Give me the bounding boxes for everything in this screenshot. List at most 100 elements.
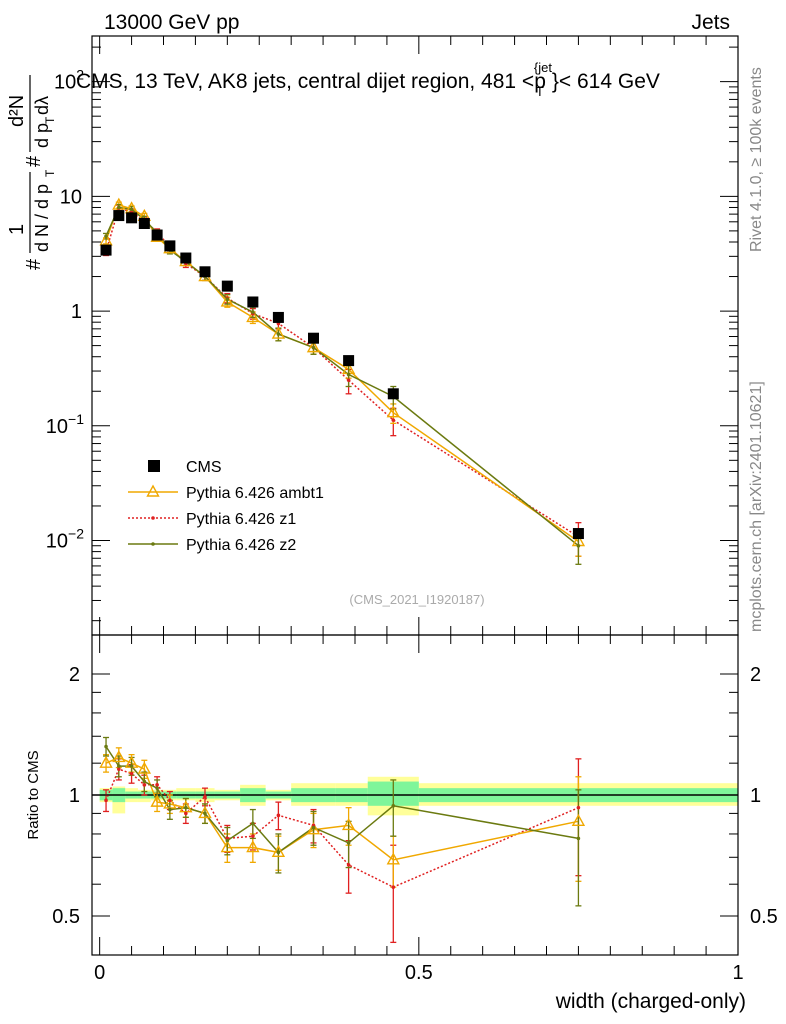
cms-data-point (113, 210, 125, 222)
ambt1-ratio-marker (271, 844, 286, 858)
legend-label: CMS (186, 459, 222, 476)
ylabel-frac2-den-sub: T (43, 116, 57, 124)
ambt1-marker (246, 309, 260, 323)
ratio-x-axis: 0 0.5 1 (94, 635, 744, 984)
ratio-y-tick-label-right: 0.5 (750, 906, 778, 928)
x-tick-label: 1 (732, 962, 743, 984)
ambt1-ratio-marker (220, 840, 235, 853)
title-sup: {jet (534, 60, 552, 75)
legend-marker (151, 542, 155, 546)
legend: CMS Pythia 6.426 ambt1 Pythia 6.426 z1 Pyth… (128, 459, 324, 554)
z2-marker (346, 372, 351, 377)
z2-ratio-marker (225, 838, 230, 843)
z2-ratio-marker (203, 811, 207, 816)
z1-ratio-marker (129, 771, 134, 776)
ambt1-marker (386, 405, 400, 418)
ambt1-ratio-marker (99, 755, 113, 768)
z2-ratio-marker (104, 744, 108, 749)
title-sub: T (536, 84, 544, 99)
z2-marker (576, 543, 581, 548)
cms-data-point (164, 240, 176, 252)
header-left: 13000 GeV pp (104, 11, 239, 34)
header-right: Jets (691, 11, 730, 34)
legend-entry-z1: Pythia 6.426 z1 (128, 511, 296, 528)
mcplots-label: mcplots.cern.ch [arXiv:2401.10621] (748, 381, 765, 632)
legend-entry-z2: Pythia 6.426 z2 (128, 537, 296, 554)
ratio-panel: 0.5 0.51 12 2 0 0.5 1 (52, 634, 778, 984)
rivet-label: Rivet 4.1.0, ≥ 100k events (748, 67, 765, 252)
z1-ratio-marker (346, 863, 351, 867)
x-tick-label: 0.5 (405, 962, 433, 984)
ylabel-frac1-den: d N / d p (32, 184, 52, 252)
z1-marker (391, 418, 396, 422)
x-tick-label: 0 (94, 962, 105, 984)
legend-entry-ambt1: Pythia 6.426 ambt1 (128, 484, 324, 502)
ambt1-marker (306, 340, 321, 353)
cms-data-point (138, 217, 150, 229)
z2-ratio-marker (346, 841, 351, 845)
legend-entry-cms: CMS (148, 459, 222, 476)
ylabel-hash-1: # (23, 258, 45, 270)
legend-marker (151, 516, 155, 520)
z1-line (105, 207, 579, 538)
cms-data-point (100, 244, 112, 256)
z2-ratio-marker (155, 786, 159, 790)
z1-ratio-line (105, 768, 579, 888)
legend-label: Pythia 6.426 z1 (186, 511, 296, 528)
cms-data-point (343, 355, 355, 367)
ratio-plot-area (92, 736, 738, 944)
z2-ratio-marker (184, 805, 188, 810)
cms-data-point (126, 212, 138, 224)
main-panel: 10−2 10−1 1 10 102 (46, 35, 739, 636)
z2-line (105, 206, 579, 547)
z1-ratio-marker (184, 811, 188, 816)
main-y-tick-label: 1 (71, 301, 82, 323)
z1-ratio-marker (203, 794, 207, 799)
ambt1-marker (271, 326, 286, 339)
legend-label: Pythia 6.426 z2 (186, 537, 296, 554)
main-y-tick-label: 10 (60, 186, 82, 208)
analysis-watermark: (CMS_2021_I1920187) (349, 592, 484, 607)
ratio-y-tick-label: 2 (69, 664, 80, 686)
ambt1-ratio-marker (112, 749, 126, 763)
ylabel-hash-2: # (23, 155, 45, 167)
ratio-y-tick-label-right: 1 (750, 785, 761, 807)
z2-ratio-marker (251, 821, 255, 826)
main-x-ticks (99, 36, 739, 635)
cms-data-point (272, 311, 284, 323)
main-y-tick-label: 10−1 (46, 411, 84, 438)
z1-ratio-marker (117, 767, 121, 771)
ambt1-marker (220, 294, 235, 307)
z2-marker (225, 297, 230, 301)
cms-data-point (387, 388, 399, 400)
z2-ratio-marker (168, 807, 172, 812)
z1-ratio-marker (251, 834, 255, 838)
cms-data-point (572, 528, 584, 540)
ylabel-frac2-den: d p (32, 123, 52, 148)
z1-ratio-marker (104, 798, 108, 803)
title-main: CMS, 13 TeV, AK8 jets, central dijet reg… (76, 70, 546, 93)
z1-ratio-marker (576, 805, 581, 810)
z1-marker (346, 378, 351, 382)
ratio-y-axis: 0.5 0.5 1 1 2 2 (52, 664, 778, 928)
z2-ratio-marker (576, 836, 581, 841)
ambt1-ratio-marker (150, 794, 164, 807)
z2-marker (129, 207, 134, 212)
z1-ratio-marker (142, 783, 147, 787)
main-y-tick-label: 10−2 (46, 525, 84, 552)
z1-ratio-marker (155, 783, 159, 787)
cms-data-point (247, 296, 259, 308)
ylabel-frac1-den-sub: T (43, 169, 57, 177)
ambt1-ratio-marker (198, 805, 212, 819)
z2-ratio-marker (311, 825, 316, 830)
ratio-y-label: Ratio to CMS (25, 750, 42, 839)
cms-data-point (199, 266, 211, 278)
ratio-y-tick-label: 0.5 (52, 906, 80, 928)
z2-ratio-marker (391, 804, 396, 808)
z2-marker (251, 310, 255, 314)
ambt1-ratio-marker (341, 817, 356, 831)
cms-data-point (180, 252, 192, 264)
ambt1-ratio-marker (246, 840, 260, 853)
z1-ratio-marker (276, 813, 281, 818)
